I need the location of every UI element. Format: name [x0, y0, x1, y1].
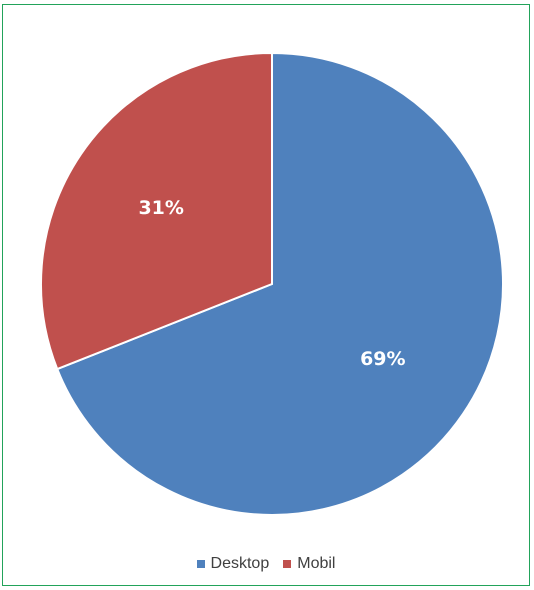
legend-item-mobil: Mobil: [283, 555, 335, 573]
data-label-mobil: 31%: [138, 197, 183, 219]
legend-swatch-mobil: [283, 560, 292, 568]
legend-label-desktop: Desktop: [210, 555, 270, 572]
pie-slice-mobil: [40, 51, 273, 371]
pie-slice-desktop: [55, 51, 504, 516]
legend: Desktop Mobil: [3, 553, 529, 575]
legend-label-mobil: Mobil: [297, 555, 336, 572]
data-label-desktop: 69%: [360, 348, 405, 370]
pie-chart: 69% 31%: [40, 51, 504, 516]
legend-swatch-desktop: [196, 560, 205, 568]
chart-frame: 69% 31% Desktop Mobil: [2, 4, 530, 586]
legend-item-desktop: Desktop: [196, 555, 270, 573]
